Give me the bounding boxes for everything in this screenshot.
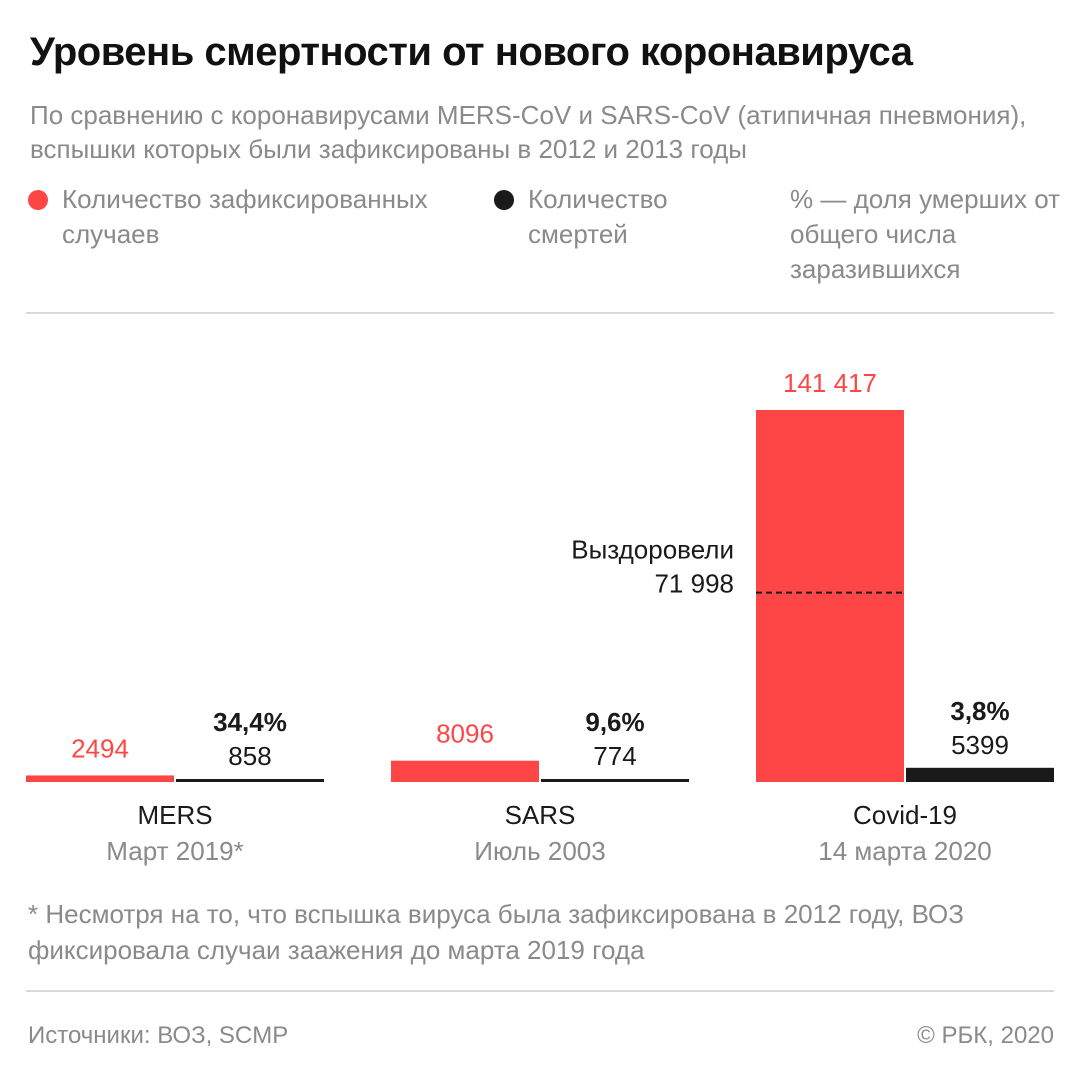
chart-title: Уровень смертности от нового коронавирус… [30,30,913,74]
cases-value-label: 141 417 [783,368,877,398]
deaths-bar-mers [176,779,324,782]
source-text: Источники: ВОЗ, SCMP [28,1022,289,1049]
legend-cases-label: Количество зафиксированных случаев [62,184,428,249]
death-rate-label: 9,6% [585,707,644,737]
cases-bar-covid-19 [756,410,904,782]
bar-chart: 2494 858 34,4% MERS Март 2019* 8096 774 9,6% SAR… [26,368,1054,866]
legend-deaths-label: Количество смертей [528,184,668,249]
cases-bar-sars [391,760,539,782]
category-label: Covid-19 [853,800,957,830]
death-rate-label: 3,8% [950,696,1009,726]
category-date-label: Июль 2003 [474,836,605,866]
cases-value-label: 8096 [436,719,494,749]
deaths-value-label: 858 [228,741,271,771]
recovered-label: Выздоровели [571,535,734,565]
legend-note: % — доля умерших от общего числа заразив… [790,182,1060,287]
chart-subtitle: По сравнению с коронавирусами MERS-CoV и… [30,100,1027,164]
death-rate-label: 34,4% [213,707,287,737]
legend-cases: Количество зафиксированных случаев [28,182,448,252]
category-label: MERS [137,800,212,830]
bottom-divider [26,990,1054,992]
black-dot-icon [494,190,514,210]
recovered-value-label: 71 998 [654,569,734,599]
legend-deaths: Количество смертей [494,182,724,252]
category-date-label: Март 2019* [106,836,243,866]
cases-value-label: 2494 [71,733,129,763]
deaths-value-label: 774 [593,741,636,771]
cases-bar-mers [26,775,174,782]
top-divider [26,312,1054,314]
deaths-value-label: 5399 [951,730,1009,760]
red-dot-icon [28,190,48,210]
category-label: SARS [505,800,576,830]
category-date-label: 14 марта 2020 [818,836,992,866]
deaths-bar-sars [541,779,689,782]
copyright-text: © РБК, 2020 [917,1022,1054,1049]
deaths-bar-covid-19 [906,767,1054,782]
legend-note-label: % — доля умерших от общего числа заразив… [790,184,1061,284]
footnote: * Несмотря на то, что вспышка вируса был… [28,899,964,965]
